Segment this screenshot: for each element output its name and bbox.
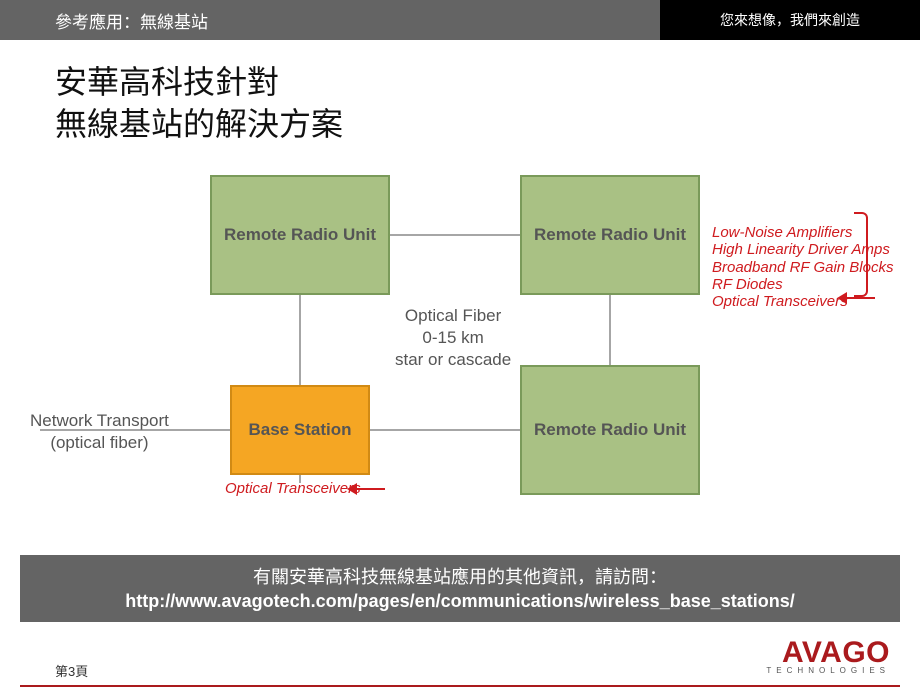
- optical-transceivers-label: Optical Transceivers: [225, 480, 361, 497]
- title-line1: 安華高科技針對: [55, 64, 279, 100]
- arrow-icon: [355, 488, 385, 490]
- page-title: 安華高科技針對 無線基站的解決方案: [55, 62, 920, 145]
- node-base: Base Station: [230, 385, 370, 475]
- node-rru1: Remote Radio Unit: [210, 175, 390, 295]
- logo-main: AVAGO: [766, 639, 890, 666]
- info-text: 有關安華高科技無線基站應用的其他資訊，請訪問：: [30, 563, 890, 589]
- info-url: http://www.avagotech.com/pages/en/commun…: [30, 591, 890, 612]
- avago-logo: AVAGO TECHNOLOGIES: [766, 639, 890, 675]
- network-transport-label: Network Transport(optical fiber): [30, 410, 169, 454]
- network-diagram: Remote Radio Unit Remote Radio Unit Remote…: [0, 165, 920, 525]
- header-bar: 參考應用：無線基站 您來想像，我們來創造: [0, 0, 920, 40]
- node-rru2: Remote Radio Unit: [520, 175, 700, 295]
- bracket-icon: [854, 212, 868, 297]
- header-right: 您來想像，我們來創造: [660, 0, 920, 40]
- title-line2: 無線基站的解決方案: [55, 106, 343, 142]
- info-banner: 有關安華高科技無線基站應用的其他資訊，請訪問： http://www.avago…: [20, 555, 900, 622]
- logo-sub: TECHNOLOGIES: [766, 666, 890, 675]
- header-left: 參考應用：無線基站: [0, 0, 660, 40]
- optical-fiber-label: Optical Fiber0-15 kmstar or cascade: [395, 305, 511, 371]
- page-number: 第3頁: [55, 661, 88, 680]
- arrow-icon: [845, 297, 875, 299]
- footer-rule: [20, 685, 900, 687]
- node-rru3: Remote Radio Unit: [520, 365, 700, 495]
